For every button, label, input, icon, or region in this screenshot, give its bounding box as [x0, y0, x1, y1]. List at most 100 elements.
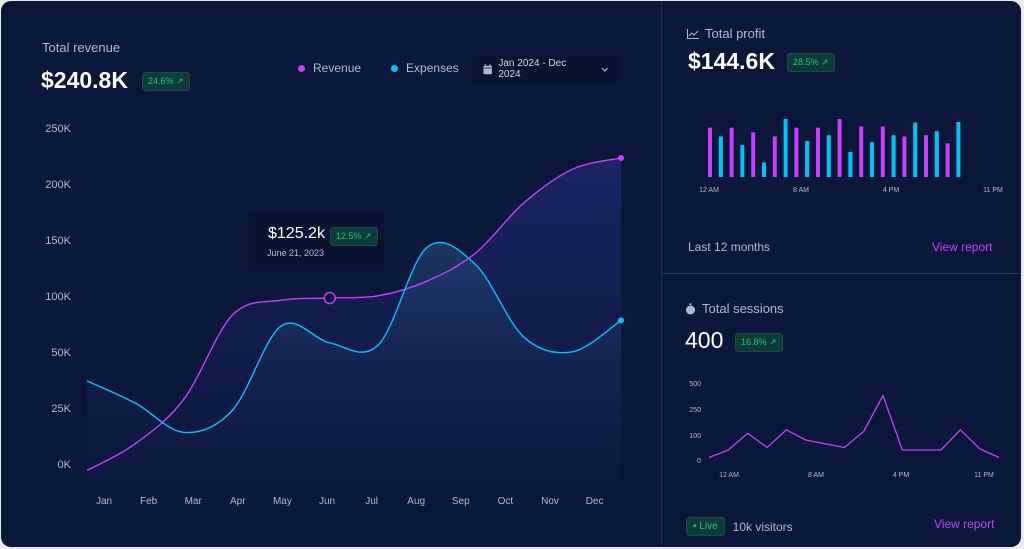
highlight-point[interactable] [323, 291, 336, 305]
bar-revenue [880, 126, 885, 177]
chart-tooltip: $125.2k 12.5% ↗ June 21, 2023 [249, 213, 385, 271]
y-tick: 50K [51, 347, 71, 359]
line-x-tick: 8 AM [808, 472, 824, 479]
line-x-tick: 12 AM [719, 472, 739, 479]
bar-x-tick: 8 AM [793, 187, 809, 194]
sessions-line-chart: 0 100 250 500 12 AM 8 AM 4 PM 11 PM [689, 381, 1000, 479]
sessions-view-report-link[interactable]: View report [934, 517, 995, 531]
stopwatch-icon [686, 303, 695, 314]
arrow-up-right-icon: ↗ [176, 76, 184, 86]
sessions-header: Total sessions [685, 301, 784, 316]
y-tick: 150K [45, 235, 71, 247]
bar-revenue [837, 119, 842, 177]
bar-revenue [772, 136, 777, 177]
sessions-change-badge: 16.8% ↗ [735, 332, 783, 352]
series-line-revenue [86, 157, 622, 472]
bar-x-tick: 4 PM [883, 187, 900, 194]
bar-expenses [934, 131, 939, 177]
bar-x-tick: 11 PM [983, 187, 1003, 194]
bar-revenue [794, 127, 799, 177]
bar-expenses [740, 145, 745, 177]
bar-revenue [859, 126, 864, 177]
line-x-tick: 4 PM [893, 472, 910, 479]
bar-revenue [708, 127, 712, 177]
legend-expenses-label: Expenses [406, 61, 459, 75]
bar-revenue [945, 143, 950, 177]
profit-period: Last 12 months [688, 240, 771, 254]
tooltip-value: $125.2k [268, 225, 325, 242]
line-y-tick: 100 [689, 433, 701, 440]
revenue-title: Total revenue [42, 40, 121, 55]
live-badge: • Live [686, 517, 725, 536]
live-label: Live [699, 521, 718, 532]
revenue-change-badge: 24.6% ↗ [142, 71, 190, 91]
y-tick: 0K [57, 459, 71, 471]
revenue-value: $240.8K [41, 67, 128, 93]
bar-expenses [783, 119, 788, 177]
sessions-value: 400 [685, 327, 724, 353]
bar-expenses [956, 121, 961, 177]
revenue-dot-icon [298, 64, 305, 72]
legend-revenue-label: Revenue [313, 61, 362, 75]
visitors-count: 10k visitors [732, 519, 793, 534]
expenses-dot-icon [391, 64, 399, 72]
x-tick: Nov [541, 496, 559, 507]
calendar-icon [483, 63, 492, 74]
line-y-tick: 0 [697, 458, 701, 465]
bar-expenses [870, 142, 874, 177]
y-tick: 25K [51, 403, 71, 415]
profit-view-report-link[interactable]: View report [932, 240, 993, 254]
arrow-up-right-icon: ↗ [769, 337, 777, 347]
bar-revenue [751, 132, 756, 177]
profit-header: Total profit [687, 26, 765, 41]
tooltip-change: 12.5% [336, 231, 362, 241]
date-range-select[interactable]: Jan 2024 - Dec 2024 [473, 55, 619, 83]
chevron-down-icon [602, 67, 609, 72]
x-tick: Mar [184, 496, 202, 507]
line-y-tick: 250 [689, 407, 701, 414]
y-tick: 250K [45, 123, 71, 135]
bar-x-tick: 12 AM [699, 187, 719, 194]
sessions-line [708, 394, 1000, 459]
legend-revenue[interactable]: Revenue [298, 61, 361, 75]
series-endpoint-revenue [618, 155, 624, 161]
sessions-footer: • Live 10k visitors [686, 517, 793, 536]
profit-value: $144.6K [688, 48, 775, 74]
profit-title: Total profit [705, 26, 765, 41]
card-divider [662, 273, 1021, 274]
line-y-tick: 500 [689, 381, 701, 388]
sessions-title: Total sessions [702, 301, 784, 316]
tooltip-date: June 21, 2023 [267, 248, 325, 258]
line-x-tick: 11 PM [974, 472, 994, 479]
x-tick: Aug [407, 496, 426, 507]
series-endpoint-expenses [618, 317, 624, 324]
tooltip-change-badge: 12.5% ↗ [330, 226, 378, 246]
x-tick: Jun [318, 496, 336, 507]
y-tick: 200K [45, 179, 71, 191]
bar-expenses [826, 135, 831, 177]
bar-expenses [848, 152, 853, 177]
x-tick: Dec [585, 496, 604, 507]
x-tick: Oct [497, 496, 514, 507]
x-tick: May [272, 496, 292, 507]
profit-change-badge: 28.5% ↗ [787, 52, 835, 72]
x-tick: Jan [95, 496, 113, 507]
bar-revenue [816, 127, 820, 177]
bar-revenue [924, 135, 928, 177]
bar-expenses [891, 135, 896, 177]
line-chart-icon [687, 28, 699, 39]
x-tick: Jul [365, 496, 378, 507]
bar-revenue [902, 136, 907, 177]
bar-expenses [805, 141, 810, 177]
revenue-chart [86, 155, 624, 481]
revenue-change: 24.6% [148, 76, 174, 86]
series-line-expenses [86, 241, 622, 434]
bar-expenses [913, 122, 918, 177]
legend-expenses[interactable]: Expenses [391, 61, 459, 75]
x-tick: Sep [451, 496, 470, 507]
y-tick: 100K [45, 291, 71, 303]
bar-expenses [762, 162, 766, 177]
date-range-label: Jan 2024 - Dec 2024 [498, 58, 567, 80]
arrow-up-right-icon: ↗ [821, 57, 829, 67]
arrow-up-right-icon: ↗ [364, 231, 372, 241]
